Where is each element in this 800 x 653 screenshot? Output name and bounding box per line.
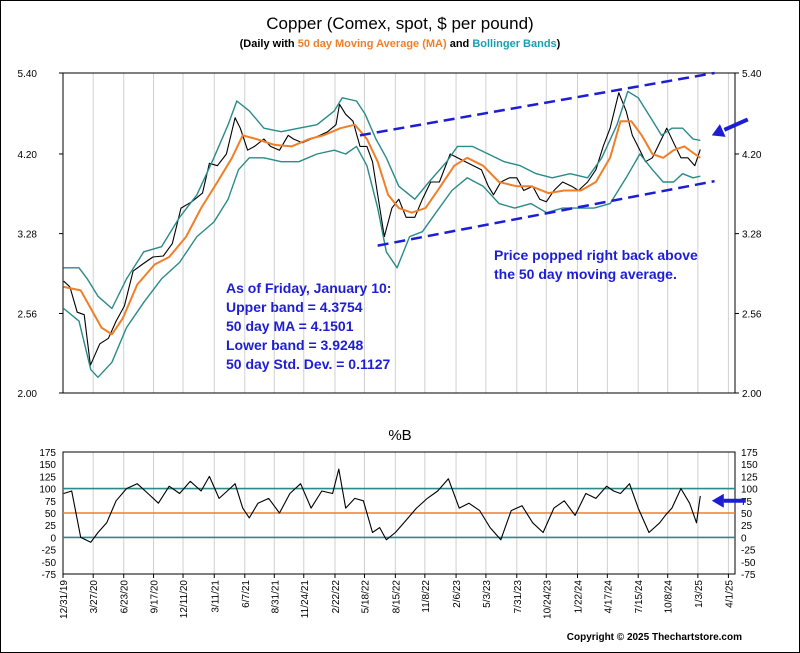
pb-y-tick-label-left: -75 (42, 570, 57, 581)
x-tick-label: 8/31/21 (270, 580, 281, 614)
subtitle-and: and (446, 38, 473, 50)
copyright: Copyright © 2025 Thechartstore.com (566, 632, 742, 643)
y-tick-label-left: 2.00 (18, 389, 38, 400)
annotation-right-line: the 50 day moving average. (494, 266, 677, 282)
subtitle-open: (Daily with (239, 38, 298, 50)
x-tick-label: 11/24/21 (300, 580, 311, 619)
pb-y-tick-label-left: 50 (45, 509, 57, 520)
y-tick-label-left: 4.20 (18, 150, 38, 161)
trend-channel-line (377, 179, 715, 247)
subtitle-close: ) (556, 38, 561, 50)
annotation-left: As of Friday, January 10: Upper band = 4… (226, 279, 391, 374)
x-tick-label: 4/17/24 (603, 580, 614, 614)
annotation-left-line: Lower band = 3.9248 (226, 337, 364, 353)
pb-y-tick-label-right: -75 (741, 570, 756, 581)
main-plot-border (62, 72, 736, 394)
y-tick-label-left: 5.40 (18, 69, 38, 80)
chart-subtitle: (Daily with 50 day Moving Average (MA) a… (0, 38, 800, 50)
annotation-right: Price popped right back above the 50 day… (494, 246, 698, 284)
pb-arrow-icon-head (711, 493, 724, 508)
x-tick-label: 11/8/22 (421, 580, 432, 613)
y-tick-label-left: 3.28 (18, 230, 38, 241)
x-tick-label: 6/7/21 (241, 580, 252, 608)
x-tick-label: 10/8/24 (664, 580, 675, 614)
pb-y-tick-label-right: 175 (741, 448, 758, 459)
pb-y-tick-label-right: 125 (741, 472, 758, 483)
pb-y-tick-label-left: 150 (39, 460, 56, 471)
pb-y-tick-label-right: 50 (741, 509, 753, 520)
pb-y-tick-label-right: 150 (741, 460, 758, 471)
x-tick-label: 2/22/22 (331, 580, 342, 614)
pb-y-tick-label-left: -50 (42, 558, 57, 569)
trend-channel-line (359, 71, 715, 137)
x-tick-label: 7/15/24 (634, 580, 645, 614)
pb-y-tick-label-right: 25 (741, 521, 753, 532)
annotation-left-line: 50 day MA = 4.1501 (226, 318, 354, 334)
x-tick-label: 10/24/23 (542, 580, 553, 619)
pb-y-tick-label-right: 75 (741, 497, 753, 508)
pb-y-tick-label-right: -50 (741, 558, 756, 569)
y-tick-label-right: 2.56 (742, 309, 762, 320)
annotation-right-line: Price popped right back above (494, 247, 698, 263)
x-tick-label: 3/27/20 (89, 580, 100, 614)
pb-y-tick-label-left: 75 (45, 497, 57, 508)
annotation-left-line: Upper band = 4.3754 (226, 299, 363, 315)
x-tick-label: 7/31/23 (513, 580, 524, 614)
annotation-left-line: As of Friday, January 10: (226, 280, 392, 296)
pb-y-tick-label-right: 100 (741, 485, 758, 496)
x-tick-label: 9/17/20 (150, 580, 161, 614)
pb-y-tick-label-left: 0 (50, 533, 56, 544)
pb-y-tick-label-left: 25 (45, 521, 57, 532)
x-tick-label: 12/31/19 (59, 580, 70, 619)
x-tick-label: 3/11/21 (210, 580, 221, 613)
pb-y-tick-label-left: 175 (39, 448, 56, 459)
y-tick-label-right: 4.20 (742, 150, 762, 161)
chart-title: Copper (Comex, spot, $ per pound) (266, 14, 534, 33)
arrow-icon-head (711, 124, 726, 137)
y-tick-label-right: 5.40 (742, 69, 762, 80)
x-tick-label: 1/22/24 (573, 580, 584, 614)
pb-y-tick-label-right: -25 (741, 546, 756, 557)
x-tick-label: 5/3/23 (482, 580, 493, 608)
pb-y-tick-label-left: 100 (39, 485, 56, 496)
x-tick-label: 4/1/25 (724, 580, 735, 608)
x-tick-label: 1/3/25 (694, 580, 705, 608)
pb-y-tick-label-left: -25 (42, 546, 57, 557)
x-tick-label: 5/18/22 (360, 580, 371, 614)
annotation-left-line: 50 day Std. Dev. = 0.1127 (226, 356, 391, 372)
pb-y-tick-label-right: 0 (741, 533, 747, 544)
arrow-icon-shaft (723, 117, 749, 132)
y-tick-label-right: 2.00 (742, 389, 762, 400)
percent-b-line (63, 468, 701, 543)
x-tick-label: 12/11/20 (179, 580, 190, 619)
x-tick-label: 6/23/20 (120, 580, 131, 614)
y-tick-label-left: 2.56 (18, 309, 38, 320)
bollinger-line (63, 145, 701, 378)
percent-b-title: %B (388, 427, 412, 444)
ma-line (63, 120, 701, 336)
x-tick-label: 2/6/23 (452, 580, 463, 608)
subtitle-ma: 50 day Moving Average (MA) (297, 38, 447, 50)
subtitle-bollinger: Bollinger Bands (472, 38, 557, 50)
bollinger-line (63, 90, 701, 310)
y-tick-label-right: 3.28 (742, 230, 762, 241)
price-line (63, 92, 701, 366)
x-tick-label: 8/15/22 (391, 580, 402, 614)
pb-y-tick-label-left: 125 (39, 472, 56, 483)
